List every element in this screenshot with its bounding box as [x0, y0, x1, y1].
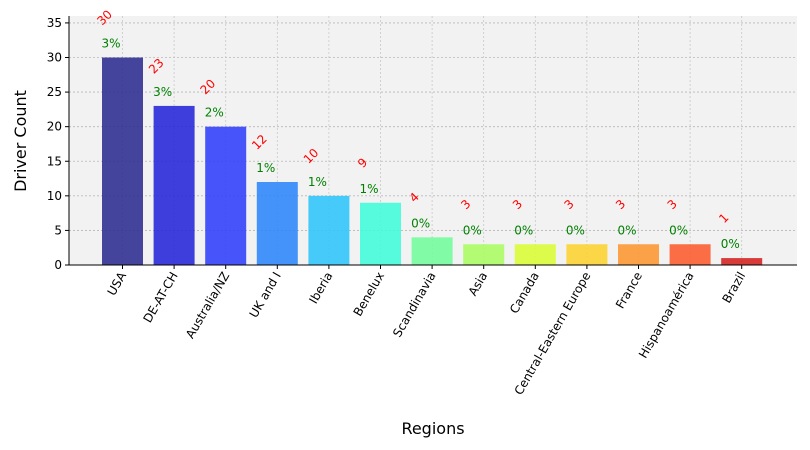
percent-label: 0% — [514, 223, 533, 237]
bar — [205, 126, 247, 266]
x-tick-label: DE-AT-CH — [141, 270, 181, 326]
y-tick-label: 10 — [47, 189, 62, 203]
bar — [153, 105, 195, 266]
bar — [514, 244, 556, 265]
x-tick-label: Canada — [507, 270, 542, 317]
bar — [721, 258, 763, 265]
percent-label: 1% — [360, 182, 379, 196]
y-tick-label: 30 — [47, 51, 62, 65]
percent-label: 0% — [721, 237, 740, 251]
x-tick-label: Benelux — [351, 270, 387, 319]
percent-label: 1% — [308, 175, 327, 189]
percent-label: 3% — [153, 85, 172, 99]
y-tick-label: 35 — [47, 16, 62, 30]
y-tick-label: 0 — [54, 258, 62, 272]
x-tick-label: Brazil — [719, 270, 748, 306]
x-ticks: USA DE-AT-CH Australia/NZ UK and I Iberia Ben… — [105, 265, 748, 397]
bar — [102, 57, 143, 265]
percent-label: 2% — [205, 106, 224, 120]
y-tick-label: 20 — [47, 120, 62, 134]
bars-group — [102, 57, 763, 266]
bar — [256, 182, 298, 265]
bar — [669, 244, 711, 265]
y-tick-label: 15 — [47, 154, 62, 168]
percent-label: 3% — [102, 37, 121, 51]
percent-label: 1% — [256, 161, 275, 175]
x-tick-label: Scandinavia — [390, 270, 439, 340]
y-ticks: 0 5 10 15 20 25 30 35 — [47, 16, 69, 272]
bar — [308, 195, 350, 265]
x-tick-label: USA — [105, 269, 130, 298]
bar — [360, 202, 401, 265]
percent-label: 0% — [669, 223, 688, 237]
percent-label: 0% — [566, 223, 585, 237]
x-tick-label: Asia — [466, 270, 491, 299]
x-tick-label: Australia/NZ — [183, 270, 232, 341]
y-tick-label: 5 — [54, 223, 62, 237]
y-tick-label: 25 — [47, 85, 62, 99]
percent-label: 0% — [411, 216, 430, 230]
x-tick-label: France — [613, 270, 645, 312]
bar — [618, 244, 659, 265]
x-tick-label: UK and I — [247, 270, 284, 321]
x-tick-label: Hispanoamérica — [636, 270, 697, 361]
bar — [463, 244, 505, 265]
percent-label: 0% — [463, 223, 482, 237]
x-tick-label: Iberia — [306, 270, 335, 307]
data-labels: 3%303%232%201%121%101%90%40%30%30%30%30%… — [94, 7, 739, 251]
bar — [566, 244, 608, 265]
percent-label: 0% — [618, 223, 637, 237]
x-axis-label: Regions — [401, 419, 464, 438]
y-axis-label: Driver Count — [11, 90, 30, 192]
bar — [411, 237, 453, 265]
